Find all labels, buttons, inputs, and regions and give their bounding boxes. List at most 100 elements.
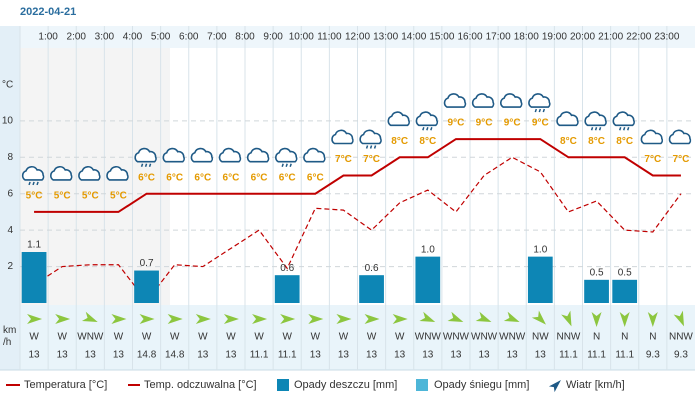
- rain-drop: [626, 127, 630, 131]
- wind-speed: 13: [479, 350, 491, 361]
- wind-arrow: [447, 311, 464, 323]
- wind-arrow: [81, 311, 98, 323]
- temp-label: 6°C: [251, 172, 268, 183]
- wind-arrow: [647, 312, 658, 327]
- wind-speed: 13: [225, 350, 237, 361]
- wind-speed: 13: [366, 350, 378, 361]
- weather-icon: [556, 111, 579, 127]
- x-tick-label: 10:00: [289, 32, 314, 43]
- x-tick-label: 18:00: [514, 32, 539, 43]
- temp-label: 6°C: [223, 172, 240, 183]
- wind-speed: 13: [450, 350, 462, 361]
- wind-speed: 13: [310, 350, 322, 361]
- weather-icon: [584, 111, 607, 131]
- x-tick-label: 12:00: [345, 32, 370, 43]
- wind-direction: NW: [532, 332, 549, 343]
- wind-speed: 13: [29, 350, 41, 361]
- cloud: [584, 111, 607, 127]
- cloud: [275, 147, 298, 163]
- temperature-line: [34, 138, 681, 213]
- wind-arrow: [27, 314, 43, 324]
- weather-icon: [528, 93, 551, 113]
- weather-icon: [218, 147, 242, 163]
- x-tick-label: 16:00: [457, 32, 482, 43]
- wind-speed: 14.8: [165, 350, 185, 361]
- cloud: [528, 93, 551, 108]
- arrow: [447, 311, 464, 323]
- cloud: [668, 129, 692, 145]
- cloud: [500, 93, 523, 108]
- wind-direction: W: [339, 332, 349, 343]
- rain-drop: [422, 127, 425, 131]
- wind-direction: W: [311, 332, 321, 343]
- arrow: [561, 310, 572, 327]
- precip-bar: [612, 279, 638, 303]
- x-tick-label: 14:00: [401, 32, 426, 43]
- wind-speed: 9.3: [674, 350, 688, 361]
- wind-speed: 9.3: [646, 350, 660, 361]
- temp-label: 8°C: [616, 136, 633, 147]
- wind-speed: 13: [85, 350, 97, 361]
- cloud: [78, 165, 101, 181]
- wind-direction: W: [226, 332, 236, 343]
- x-tick-label: 15:00: [429, 32, 454, 43]
- wind-speed: 13: [113, 350, 125, 361]
- legend-swatch: [416, 379, 428, 391]
- weather-icon: [668, 129, 692, 145]
- y-tick-label: 10: [2, 115, 14, 126]
- bar-label: 1.0: [533, 244, 547, 255]
- wind-arrow: [392, 314, 408, 324]
- x-tick-label: 21:00: [598, 32, 623, 43]
- rain-drop: [32, 181, 35, 186]
- legend-label: Wiatr [km/h]: [566, 379, 625, 391]
- bar-label: 1.0: [421, 244, 435, 255]
- x-tick-label: 22:00: [626, 32, 651, 43]
- cloud: [218, 147, 242, 163]
- rain-drop: [365, 145, 369, 149]
- wind-arrow: [223, 314, 239, 324]
- rain-drop: [36, 181, 39, 186]
- arrow: [195, 314, 211, 324]
- wind-direction: N: [649, 332, 656, 343]
- weather-icon: [471, 93, 495, 108]
- wind-direction: W: [29, 332, 39, 343]
- precip-bar: [584, 279, 609, 303]
- weather-icon: [640, 129, 664, 145]
- cloud: [471, 93, 495, 108]
- arrow: [111, 314, 127, 324]
- arrow: [223, 314, 239, 324]
- cloud: [640, 129, 664, 145]
- wind-direction: WNW: [499, 332, 526, 343]
- rain-drop: [598, 127, 602, 131]
- wind-direction: N: [593, 332, 600, 343]
- x-tick-label: 5:00: [151, 32, 171, 43]
- wind-speed: 13: [422, 350, 434, 361]
- cloud: [106, 165, 129, 181]
- wind-speed: 13: [338, 350, 350, 361]
- temp-label: 9°C: [476, 118, 493, 129]
- weather-icon: [387, 111, 410, 127]
- arrow: [27, 314, 43, 324]
- wind-arrow: [561, 310, 572, 327]
- wind-arrow: [531, 310, 546, 325]
- y-tick-label: 2: [7, 261, 13, 272]
- weather-icon: [50, 165, 73, 181]
- rain-drop: [285, 163, 288, 167]
- precip-bar: [274, 275, 300, 303]
- wind-arrow: [364, 314, 380, 324]
- wind-arrow: [619, 312, 630, 327]
- weather-icon: [134, 147, 157, 167]
- arrow: [619, 312, 630, 327]
- arrow: [336, 314, 352, 324]
- weather-icon: [246, 147, 270, 163]
- weather-icon: [500, 93, 523, 108]
- temp-label: 8°C: [391, 136, 408, 147]
- legend-label: Opady śniegu [mm]: [434, 379, 529, 391]
- temp-label: 9°C: [504, 118, 521, 129]
- legend-arrow: [548, 380, 561, 393]
- legend-label: Temp. odczuwalna [°C]: [144, 379, 257, 391]
- bar-label: 1.1: [27, 240, 41, 251]
- wind-direction: W: [170, 332, 180, 343]
- temp-label: 6°C: [138, 172, 155, 183]
- weather-icon: [162, 147, 185, 163]
